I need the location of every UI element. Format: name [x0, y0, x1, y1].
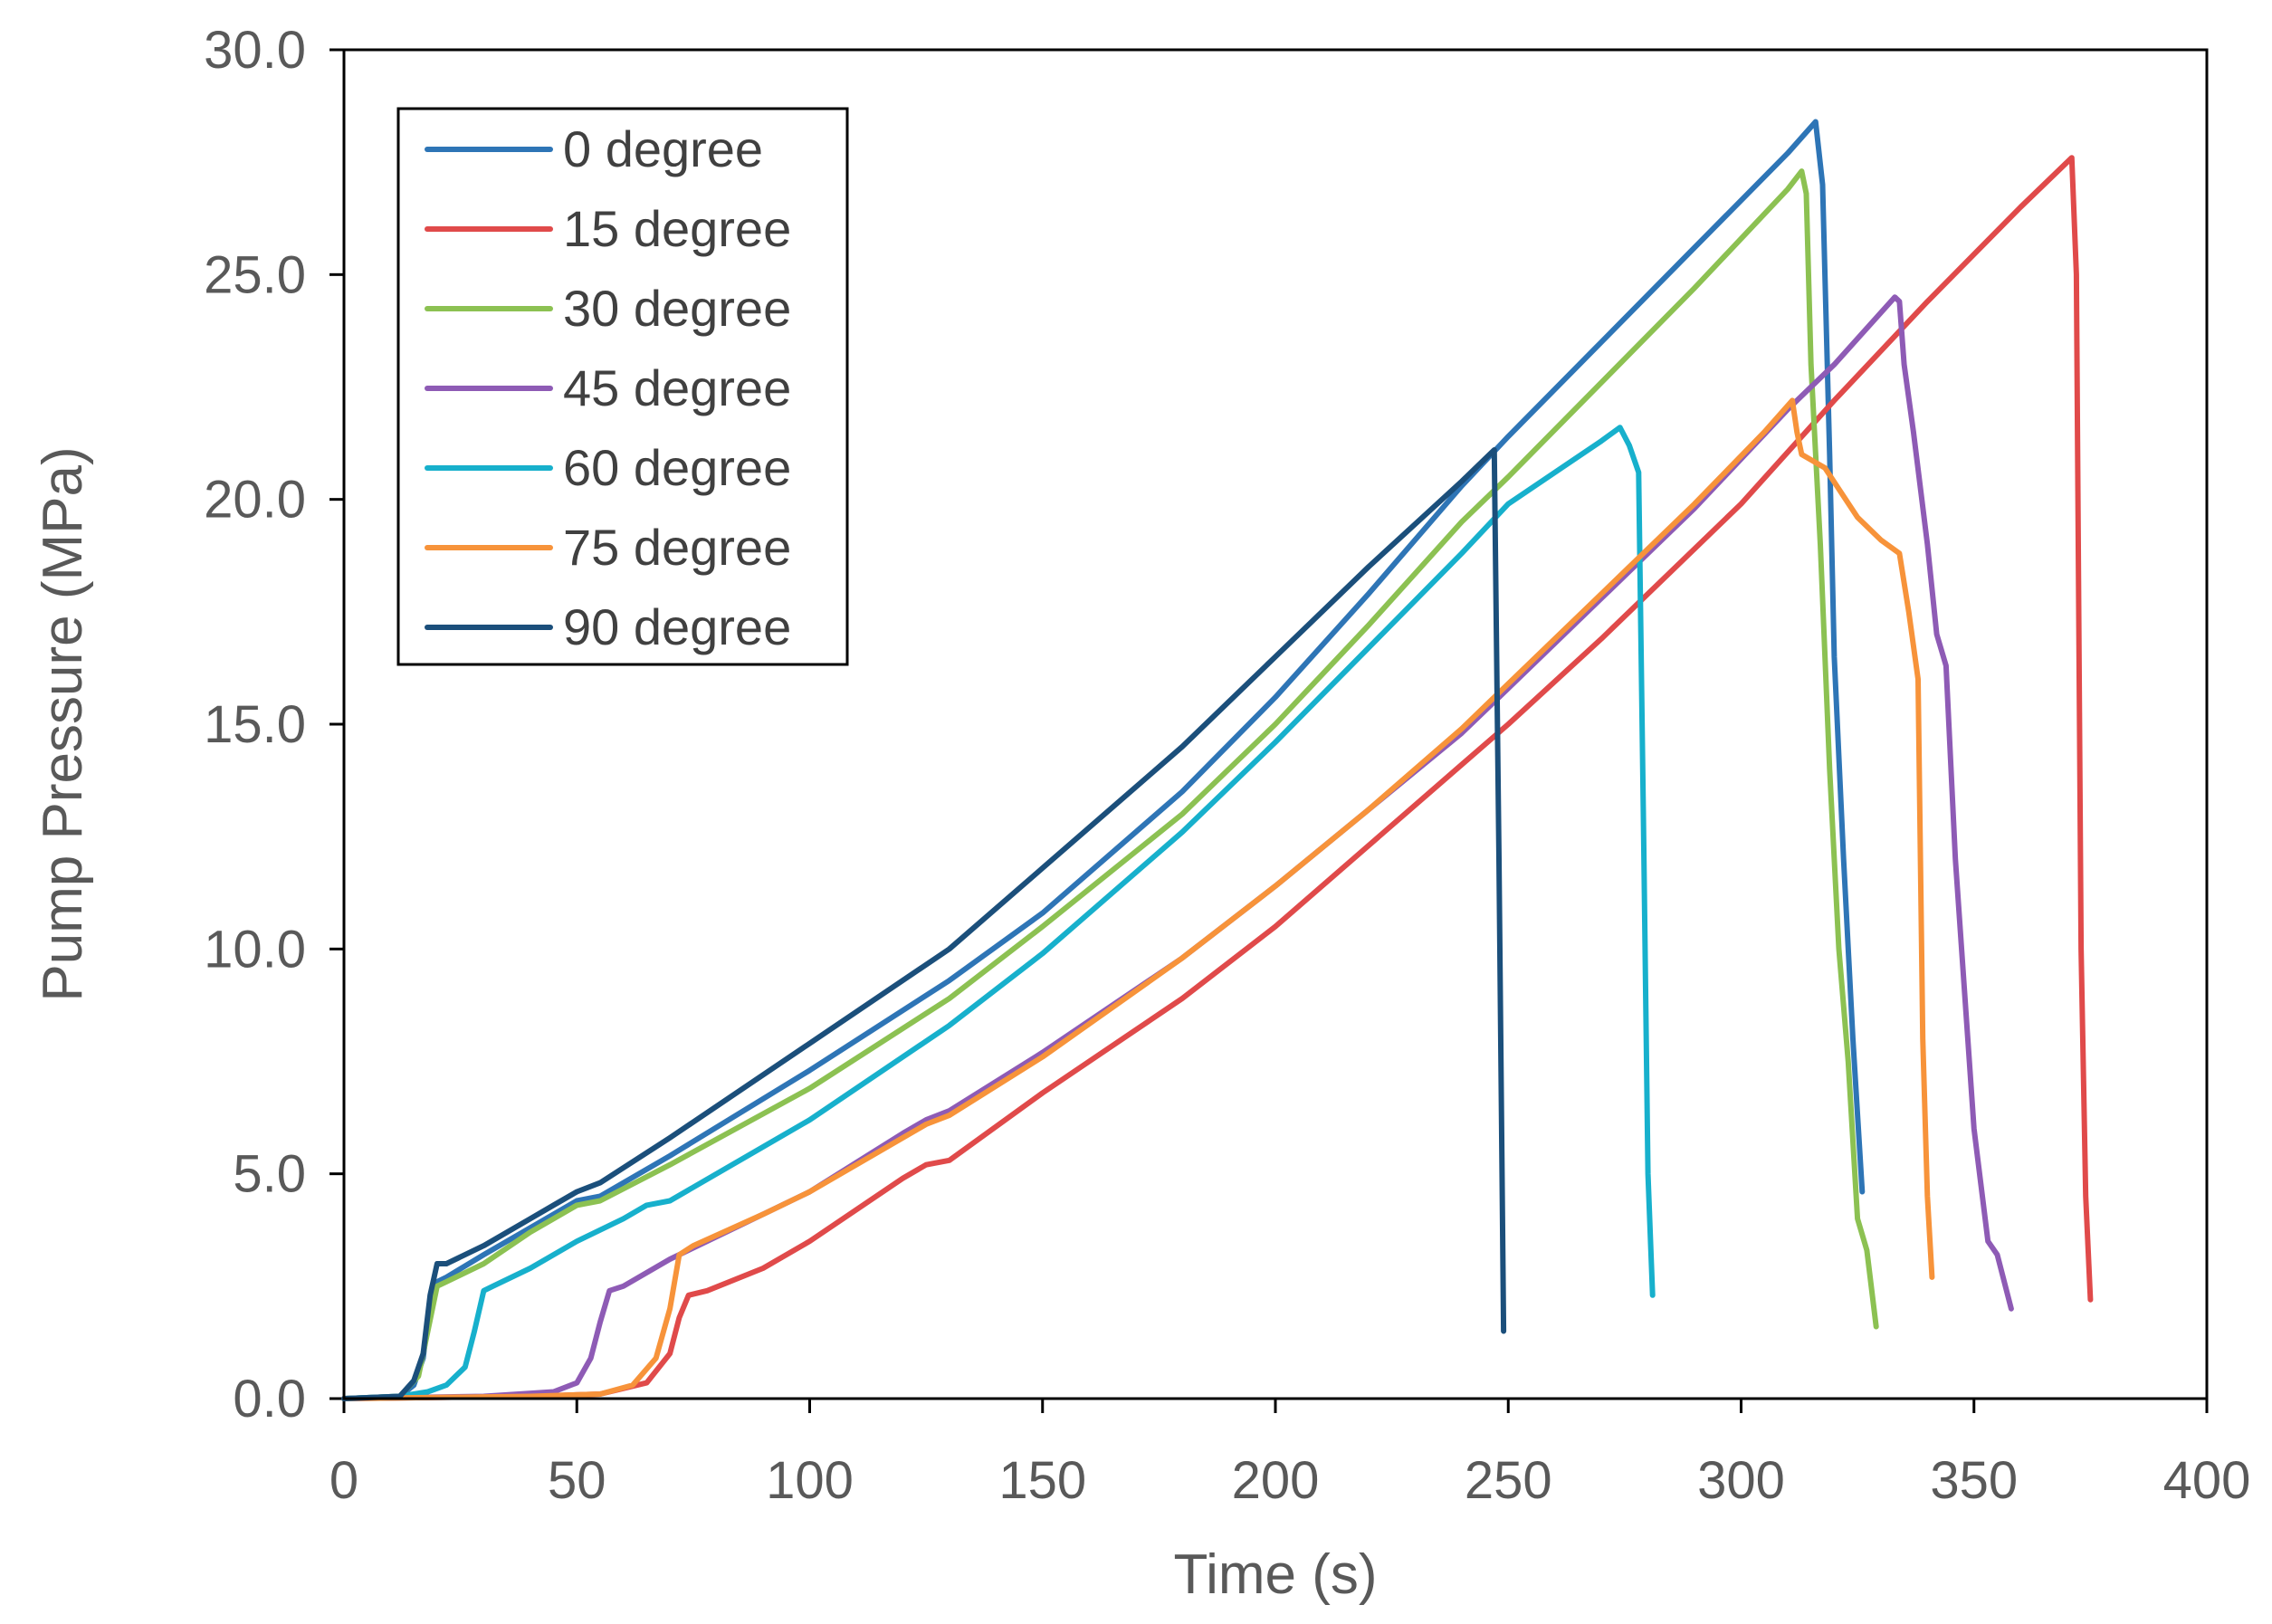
legend-label-0-degree: 0 degree [563, 120, 763, 177]
legend-label-30-degree: 30 degree [563, 280, 791, 337]
x-tick-label: 250 [1465, 1451, 1552, 1510]
x-tick-label: 350 [1930, 1451, 2018, 1510]
y-tick-label: 20.0 [204, 471, 306, 530]
legend-label-75-degree: 75 degree [563, 519, 791, 576]
y-tick-label: 30.0 [204, 21, 306, 80]
x-tick-label: 50 [548, 1451, 606, 1510]
x-tick-label: 100 [766, 1451, 854, 1510]
x-tick-label: 300 [1697, 1451, 1785, 1510]
legend: 0 degree 15 degree 30 degree 45 degree 60 de… [396, 107, 849, 666]
y-tick-label: 10.0 [204, 920, 306, 979]
y-tick-label: 5.0 [233, 1145, 306, 1204]
x-tick-label: 200 [1232, 1451, 1320, 1510]
series-line-30-degree [341, 168, 1879, 1401]
y-axis-title: Pump Pressure (MPa) [32, 446, 94, 1001]
y-tick-label: 0.0 [233, 1370, 306, 1428]
series-line-60-degree [341, 425, 1656, 1401]
y-tick-label: 25.0 [204, 245, 306, 304]
series-line-15-degree [341, 155, 2094, 1401]
series-line-75-degree [341, 397, 1935, 1401]
legend-label-90-degree: 90 degree [563, 598, 791, 655]
x-tick-label: 150 [998, 1451, 1086, 1510]
tick-labels: 0 50 100 150 200 250 300 350 400 0.0 5.0 10.0 15.0 20… [204, 21, 2250, 1510]
x-axis-title: Time (s) [1174, 1543, 1378, 1606]
legend-label-15-degree: 15 degree [563, 200, 791, 257]
plot-area-frame [342, 48, 2209, 1400]
series-line-90-degree [341, 447, 1507, 1401]
x-tick-label: 0 [329, 1451, 358, 1510]
legend-label-60-degree: 60 degree [563, 439, 791, 496]
x-tick-label: 400 [2163, 1451, 2251, 1510]
series-lines [341, 119, 2094, 1401]
y-tick-label: 15.0 [204, 695, 306, 754]
series-line-45-degree [341, 294, 2014, 1401]
axis-ticks [329, 48, 2209, 1413]
legend-label-45-degree: 45 degree [563, 359, 791, 416]
